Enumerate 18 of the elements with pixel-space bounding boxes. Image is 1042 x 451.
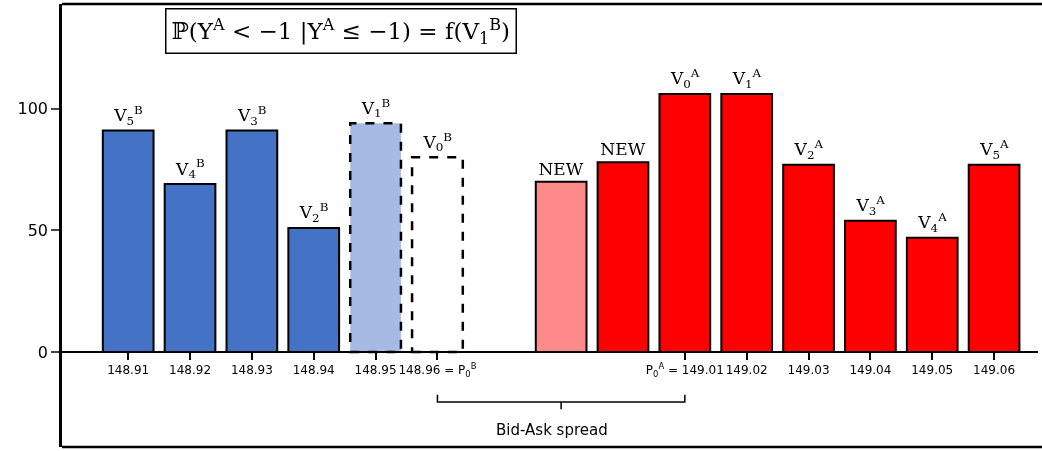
y-tick-label: 0 bbox=[37, 342, 49, 362]
x-tick-label: 149.04 bbox=[849, 363, 892, 378]
x-tick-label: 149.02 bbox=[725, 363, 768, 378]
x-tick-label: 148.92 bbox=[169, 363, 212, 378]
y-tick-label: 50 bbox=[27, 220, 49, 240]
x-tick-label: 148.91 bbox=[107, 363, 150, 378]
x-tick-label: 148.95 bbox=[354, 363, 397, 378]
x-tick-label: 149.03 bbox=[787, 363, 830, 378]
x-tick-label: P$_{0}$$^{A}$ = 149.01 bbox=[645, 361, 724, 379]
y-tick-label: 100 bbox=[17, 99, 49, 119]
series-label: NEW bbox=[538, 158, 584, 179]
x-tick-label: 149.06 bbox=[973, 363, 1016, 378]
annotation: Bid-Ask spread bbox=[496, 421, 608, 439]
text: ℙ(Y$^{A}$ < −1 |Y$^{A}$ ≤ −1) = f(V$_{1}$$^{B}$) bbox=[171, 14, 511, 48]
x-tick-label: 148.94 bbox=[292, 363, 335, 378]
x-tick-label: 148.93 bbox=[230, 363, 273, 378]
series-label: NEW bbox=[600, 139, 646, 160]
x-tick-label: 149.05 bbox=[911, 363, 954, 378]
